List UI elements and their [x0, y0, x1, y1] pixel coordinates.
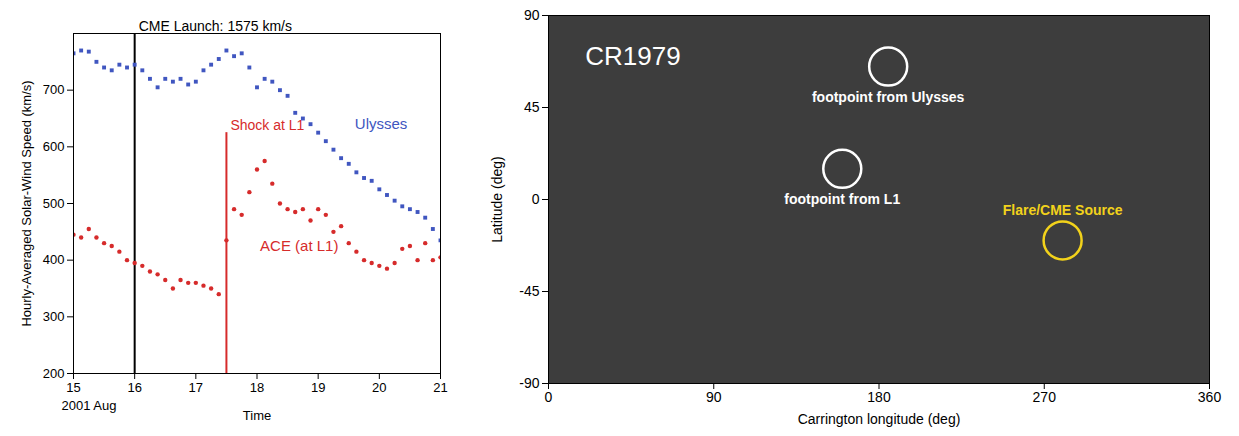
svg-text:16: 16 — [127, 380, 141, 395]
svg-text:0: 0 — [532, 191, 540, 207]
svg-text:200: 200 — [43, 366, 65, 381]
svg-text:18: 18 — [250, 380, 264, 395]
svg-text:700: 700 — [43, 82, 65, 97]
svg-text:0: 0 — [545, 389, 553, 405]
svg-text:17: 17 — [189, 380, 203, 395]
svg-text:15: 15 — [66, 380, 80, 395]
svg-text:180: 180 — [867, 389, 891, 405]
svg-text:Ulysses: Ulysses — [355, 115, 408, 132]
svg-text:90: 90 — [706, 389, 722, 405]
svg-text:-90: -90 — [519, 375, 539, 391]
svg-text:2001 Aug: 2001 Aug — [62, 398, 117, 413]
svg-text:300: 300 — [43, 309, 65, 324]
svg-text:Latitude (deg): Latitude (deg) — [489, 156, 505, 242]
svg-text:45: 45 — [524, 99, 540, 115]
svg-text:CME Launch: 1575 km/s: CME Launch: 1575 km/s — [139, 18, 292, 34]
svg-text:21: 21 — [433, 380, 447, 395]
svg-text:19: 19 — [311, 380, 325, 395]
svg-text:500: 500 — [43, 196, 65, 211]
svg-text:ACE (at L1): ACE (at L1) — [260, 237, 338, 254]
svg-text:Shock at L1: Shock at L1 — [230, 117, 304, 133]
svg-text:360: 360 — [1198, 389, 1222, 405]
svg-text:600: 600 — [43, 139, 65, 154]
svg-text:footpoint from L1: footpoint from L1 — [784, 191, 900, 207]
svg-text:20: 20 — [372, 380, 386, 395]
svg-text:400: 400 — [43, 252, 65, 267]
svg-text:Flare/CME Source: Flare/CME Source — [1003, 202, 1123, 218]
svg-text:footpoint from Ulysses: footpoint from Ulysses — [812, 89, 965, 105]
svg-text:Carrington longitude (deg): Carrington longitude (deg) — [798, 411, 961, 427]
svg-text:Hourly-Averaged Solar-Wind Spe: Hourly-Averaged Solar-Wind Speed (km/s) — [19, 80, 34, 326]
svg-text:90: 90 — [524, 7, 540, 23]
svg-text:Time: Time — [243, 408, 271, 423]
svg-text:-45: -45 — [519, 283, 539, 299]
svg-text:270: 270 — [1033, 389, 1057, 405]
svg-text:CR1979: CR1979 — [585, 41, 680, 71]
